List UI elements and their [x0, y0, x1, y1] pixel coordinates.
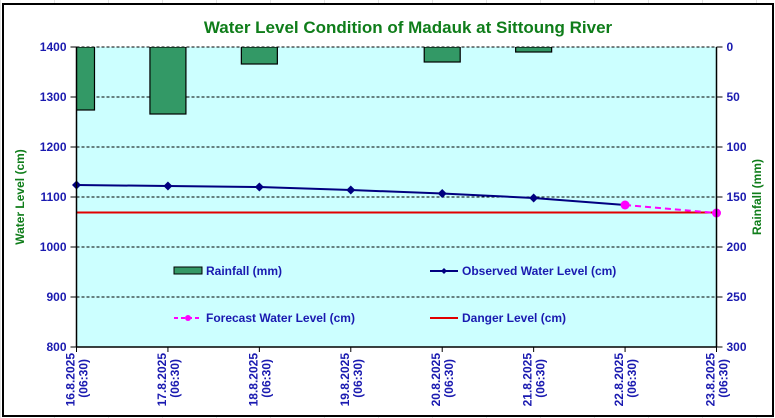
rainfall-bars — [76, 47, 553, 115]
legend[interactable]: Rainfall (mm) Observed Water Level (cm) Fo… — [173, 264, 616, 325]
y-tick-label: 900 — [46, 290, 66, 304]
y-tick-label: 1000 — [40, 240, 67, 254]
legend-marker-circle — [185, 315, 191, 321]
rainfall-bar — [423, 47, 461, 63]
y-axis-title: Water Level (cm) — [13, 149, 27, 245]
y2-axis-title: Rainfall (mm) — [750, 159, 764, 235]
y2-tick-label: 200 — [727, 240, 747, 254]
x-tick-date: 18.8.2025 — [246, 353, 260, 407]
x-tick-label: 19.8.2025 (06:30) — [338, 353, 365, 407]
y2-tick-label: 150 — [727, 190, 747, 204]
observed-point-marker — [346, 185, 356, 195]
legend-label: Danger Level (cm) — [462, 311, 566, 325]
series-lines — [72, 180, 721, 218]
legend-label: Observed Water Level (cm) — [462, 264, 616, 278]
x-tick-date: 23.8.2025 — [704, 353, 718, 407]
y-tick-label: 1200 — [40, 140, 67, 154]
y-tick-label: 1100 — [40, 190, 66, 204]
y-tick-label: 800 — [46, 340, 66, 354]
legend-item[interactable]: Danger Level (cm) — [430, 311, 566, 325]
forecast-water-level-line — [624, 204, 717, 214]
x-tick-label: 16.8.2025 (06:30) — [64, 353, 91, 407]
legend-item[interactable]: Forecast Water Level (cm) — [174, 311, 355, 325]
legend-item[interactable]: Observed Water Level (cm) — [430, 264, 616, 278]
legend-item[interactable]: Rainfall (mm) — [173, 264, 282, 278]
x-tick-date: 22.8.2025 — [612, 353, 626, 407]
x-tick-time: (06:30) — [717, 359, 731, 398]
legend-marker-diamond — [441, 268, 447, 274]
y2-tick-label: 250 — [727, 290, 747, 304]
x-tick-date: 16.8.2025 — [64, 353, 78, 407]
x-tick-label: 20.8.2025 (06:30) — [429, 353, 456, 407]
x-tick-time: (06:30) — [442, 359, 456, 398]
x-tick-time: (06:30) — [259, 359, 273, 398]
rainfall-bar — [149, 47, 187, 115]
x-tick-date: 20.8.2025 — [429, 353, 443, 407]
legend-swatch-bar — [173, 266, 203, 275]
observed-point-marker — [254, 182, 264, 192]
y2-tick-label: 300 — [727, 340, 747, 354]
x-tick-time: (06:30) — [534, 359, 548, 398]
y-tick-label: 1300 — [40, 90, 67, 104]
axes: 800 900 1000 1100 1200 1300 1400 0 50 100 150 200 25… — [40, 40, 747, 406]
y2-tick-label: 100 — [727, 140, 747, 154]
forecast-point-marker — [620, 200, 630, 210]
y2-tick-label: 0 — [727, 40, 734, 54]
y2-tick-label: 50 — [727, 90, 741, 104]
x-tick-label: 22.8.2025 (06:30) — [612, 353, 639, 407]
x-tick-time: (06:30) — [77, 359, 91, 398]
x-tick-time: (06:30) — [168, 359, 182, 398]
legend-label: Forecast Water Level (cm) — [206, 311, 355, 325]
observed-point-marker — [163, 181, 173, 191]
x-tick-time: (06:30) — [625, 359, 639, 398]
legend-label: Rainfall (mm) — [206, 264, 282, 278]
x-tick-label: 23.8.2025 (06:30) — [704, 353, 731, 407]
x-tick-time: (06:30) — [351, 359, 365, 398]
rainfall-bar — [240, 47, 278, 65]
x-tick-label: 18.8.2025 (06:30) — [246, 353, 273, 407]
observed-point-marker — [437, 189, 447, 198]
x-tick-date: 21.8.2025 — [521, 353, 535, 407]
x-tick-label: 17.8.2025 (06:30) — [155, 353, 182, 407]
observed-point-marker — [529, 193, 539, 203]
y-tick-label: 1400 — [40, 40, 67, 54]
x-tick-date: 19.8.2025 — [338, 353, 352, 407]
x-tick-date: 17.8.2025 — [155, 353, 169, 407]
rainfall-bar — [515, 47, 553, 53]
rainfall-bar — [76, 47, 96, 111]
x-tick-label: 21.8.2025 (06:30) — [521, 353, 548, 407]
chart-title: Water Level Condition of Madauk at Sitto… — [204, 18, 613, 37]
